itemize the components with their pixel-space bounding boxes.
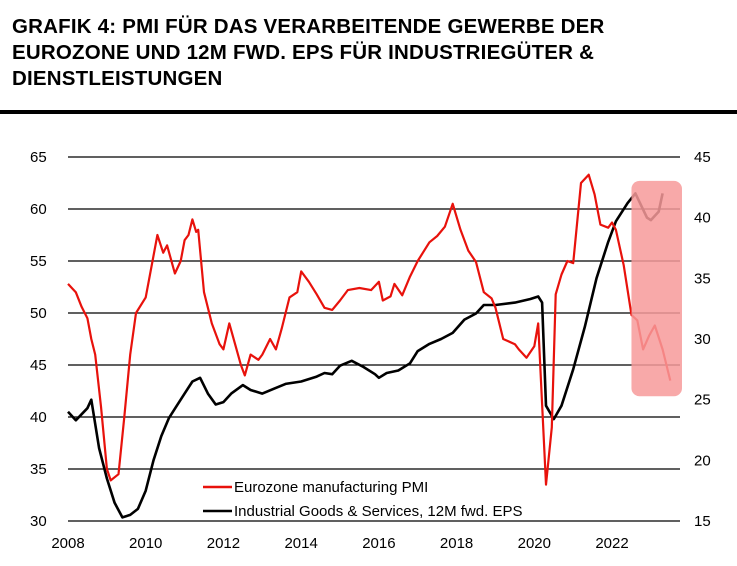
left-axis-tick-label: 50 — [30, 305, 47, 322]
title-divider — [0, 110, 737, 114]
left-axis-tick-label: 40 — [30, 409, 47, 426]
left-axis-tick-label: 35 — [30, 461, 47, 478]
right-axis-tick-label: 30 — [694, 331, 711, 348]
chart-title: GRAFIK 4: PMI FÜR DAS VERARBEITENDE GEWE… — [12, 15, 605, 90]
left-axis-tick-label: 65 — [30, 149, 47, 166]
x-axis-tick-label: 2008 — [51, 535, 84, 552]
x-axis-tick-label: 2020 — [518, 535, 551, 552]
x-axis-tick-label: 2022 — [595, 535, 628, 552]
x-axis-tick-label: 2018 — [440, 535, 473, 552]
x-axis-tick-label: 2012 — [207, 535, 240, 552]
eps-series-line — [67, 192, 664, 519]
right-axis-tick-label: 20 — [694, 452, 711, 469]
right-axis-tick-label: 25 — [694, 392, 711, 409]
left-axis-tick-label: 60 — [30, 201, 47, 218]
pmi-series-line — [67, 173, 672, 486]
right-axis-tick-label: 45 — [694, 149, 711, 166]
legend-label: Eurozone manufacturing PMI — [234, 479, 428, 496]
right-axis-tick-label: 40 — [694, 210, 711, 227]
left-axis-tick-label: 30 — [30, 513, 47, 530]
left-axis-tick-label: 55 — [30, 253, 47, 270]
x-axis-tick-label: 2014 — [284, 535, 317, 552]
left-axis-tick-label: 45 — [30, 357, 47, 374]
x-axis-tick-label: 2010 — [129, 535, 162, 552]
legend-label: Industrial Goods & Services, 12M fwd. EP… — [234, 503, 522, 520]
highlight-box — [631, 180, 682, 397]
right-axis-tick-label: 35 — [694, 270, 711, 287]
x-axis-tick-label: 2016 — [362, 535, 395, 552]
right-axis-tick-label: 15 — [694, 513, 711, 530]
